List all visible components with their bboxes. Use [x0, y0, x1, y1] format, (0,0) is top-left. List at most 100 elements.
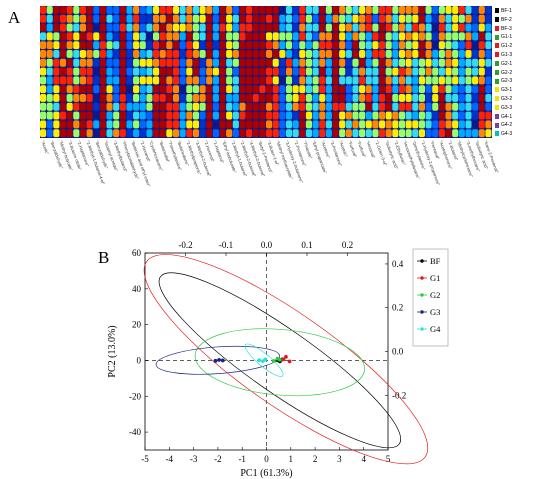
heatmap-cell [452, 23, 459, 32]
heatmap-cell [219, 129, 226, 138]
heatmap-cell [325, 85, 332, 94]
heatmap-cell [432, 120, 439, 129]
heatmap-cell [206, 50, 213, 58]
x-tick-label: -1 [238, 454, 246, 464]
x-tick-label: 5 [386, 454, 391, 464]
heatmap-cell [252, 94, 259, 102]
heatmap-cell [73, 6, 80, 14]
heatmap-cell [405, 67, 412, 76]
y-tick-label: 60 [132, 248, 142, 258]
heatmap-cell [113, 129, 120, 138]
heatmap-cell [93, 67, 100, 76]
heatmap-cell [285, 120, 293, 129]
heatmap-cell [53, 58, 60, 67]
heatmap-cell [372, 129, 379, 138]
heatmap-cell [345, 76, 352, 85]
heatmap-cell [179, 129, 186, 138]
heatmap-cell [199, 32, 206, 41]
heatmap-cell [172, 85, 180, 94]
heatmap-cell [172, 102, 180, 111]
heatmap-cell [133, 129, 140, 138]
heatmap-cell [379, 102, 386, 111]
heatmap-cell [86, 14, 93, 23]
heatmap-cell [445, 50, 452, 58]
heatmap-cell [266, 102, 273, 111]
heatmap-cell [226, 67, 233, 76]
heatmap-cell [239, 50, 246, 58]
heatmap-cell [199, 23, 206, 32]
heatmap-cell [379, 94, 386, 102]
heatmap-cell [472, 32, 479, 41]
heatmap-cell [292, 32, 299, 41]
heatmap-cell [133, 67, 140, 76]
heatmap-cell [159, 41, 166, 50]
heatmap-cell [438, 58, 445, 67]
heatmap-cell [166, 129, 173, 138]
heatmap-cell [66, 94, 73, 102]
heatmap-cell [40, 76, 47, 85]
x-tick-label: 2 [313, 454, 318, 464]
heatmap-cell [478, 6, 485, 14]
heatmap-cell [352, 41, 359, 50]
heatmap-cell [385, 67, 392, 76]
heatmap-cell [192, 85, 199, 94]
heatmap-cell [59, 102, 67, 111]
heatmap-cell [472, 120, 479, 129]
heatmap-cell [153, 58, 160, 67]
heatmap-cell [159, 58, 166, 67]
heatmap-cell [319, 111, 326, 120]
heatmap-cell [126, 120, 133, 129]
heatmap-cell [179, 6, 186, 14]
heatmap-cell [232, 94, 239, 102]
heatmap-cell [359, 23, 366, 32]
heatmap-cell [40, 32, 47, 41]
legend-series-label: BF [430, 256, 441, 266]
heatmap-cell [219, 50, 226, 58]
heatmap-cell [199, 129, 206, 138]
heatmap-cell [445, 58, 452, 67]
legend-marker [420, 327, 424, 331]
right-y-tick-label: -0.2 [392, 390, 406, 400]
heatmap-cell [46, 85, 53, 94]
heatmap-cell [418, 14, 425, 23]
heatmap-cell [53, 6, 60, 14]
heatmap-cell [472, 67, 479, 76]
heatmap-cell [425, 120, 432, 129]
heatmap-cell [392, 58, 399, 67]
heatmap-cell [398, 94, 406, 102]
heatmap-cell [412, 111, 419, 120]
heatmap-cell [485, 85, 492, 94]
heatmap-cell [398, 6, 406, 14]
heatmap-cell [246, 111, 253, 120]
heatmap-cell [212, 50, 219, 58]
heatmap-cell [285, 6, 293, 14]
heatmap-cell [365, 67, 372, 76]
heatmap-cell [418, 85, 425, 94]
legend-entry: BF-3 [495, 26, 512, 33]
heatmap-cell [59, 23, 67, 32]
heatmap-cell [385, 50, 392, 58]
heatmap-cell [359, 111, 366, 120]
heatmap-cell [425, 58, 432, 67]
heatmap-cell [445, 111, 452, 120]
heatmap-cell [106, 102, 113, 111]
heatmap-cell [133, 120, 140, 129]
heatmap-cell [133, 76, 140, 85]
heatmap-cell [146, 85, 153, 94]
heatmap-cell [99, 120, 106, 129]
heatmap-cell [299, 85, 306, 94]
heatmap-cell [292, 85, 299, 94]
heatmap-cell [379, 85, 386, 94]
heatmap-cell [465, 67, 472, 76]
heatmap-cell [259, 14, 266, 23]
heatmap-cell [212, 120, 219, 129]
heatmap-cell [199, 58, 206, 67]
heatmap-cell [99, 41, 106, 50]
heatmap-cell [425, 14, 432, 23]
heatmap-cell [292, 129, 299, 138]
heatmap-cell [305, 6, 312, 14]
heatmap-cell [186, 94, 193, 102]
heatmap-cell [99, 14, 106, 23]
heatmap-cell [365, 50, 372, 58]
heatmap-cell [159, 67, 166, 76]
